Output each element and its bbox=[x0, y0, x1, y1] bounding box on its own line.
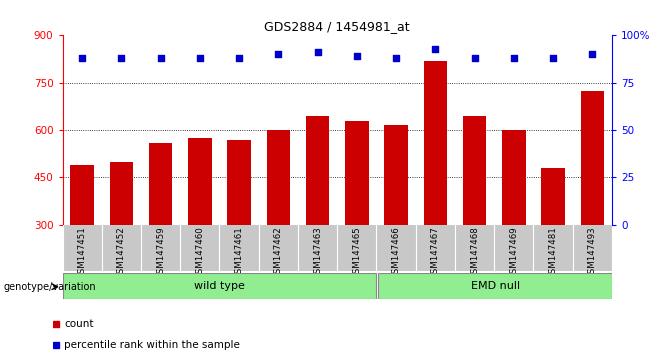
Text: GSM147459: GSM147459 bbox=[156, 226, 165, 279]
Text: wild type: wild type bbox=[194, 281, 245, 291]
Point bbox=[548, 55, 559, 61]
Point bbox=[77, 55, 88, 61]
Point bbox=[430, 46, 441, 51]
Point bbox=[116, 55, 126, 61]
Text: GSM147467: GSM147467 bbox=[431, 226, 440, 279]
Point bbox=[273, 51, 284, 57]
Text: percentile rank within the sample: percentile rank within the sample bbox=[64, 340, 240, 350]
Point bbox=[313, 50, 323, 55]
Bar bbox=[502, 130, 526, 225]
Point bbox=[469, 55, 480, 61]
Bar bbox=[384, 125, 408, 225]
Bar bbox=[580, 91, 604, 225]
Text: GSM147469: GSM147469 bbox=[509, 226, 519, 279]
Bar bbox=[306, 116, 330, 225]
Point bbox=[391, 55, 401, 61]
Bar bbox=[463, 116, 486, 225]
Text: GSM147466: GSM147466 bbox=[392, 226, 401, 279]
Text: GSM147461: GSM147461 bbox=[235, 226, 243, 279]
Bar bbox=[378, 273, 612, 299]
Bar bbox=[228, 139, 251, 225]
Point bbox=[234, 55, 244, 61]
Point bbox=[509, 55, 519, 61]
Bar bbox=[188, 138, 212, 225]
Text: GSM147460: GSM147460 bbox=[195, 226, 205, 279]
Bar bbox=[424, 61, 447, 225]
Text: GSM147465: GSM147465 bbox=[352, 226, 361, 279]
Text: GSM147481: GSM147481 bbox=[549, 226, 557, 279]
Bar bbox=[345, 121, 368, 225]
Point bbox=[587, 51, 597, 57]
Text: GSM147451: GSM147451 bbox=[78, 226, 87, 279]
Text: EMD null: EMD null bbox=[470, 281, 520, 291]
Bar bbox=[149, 143, 172, 225]
Point bbox=[195, 55, 205, 61]
Text: GSM147468: GSM147468 bbox=[470, 226, 479, 279]
Bar bbox=[70, 165, 94, 225]
Point bbox=[351, 53, 362, 59]
Text: count: count bbox=[64, 319, 93, 329]
Text: GSM147493: GSM147493 bbox=[588, 226, 597, 279]
Bar bbox=[542, 168, 565, 225]
Text: genotype/variation: genotype/variation bbox=[3, 282, 96, 292]
Text: GSM147462: GSM147462 bbox=[274, 226, 283, 279]
Title: GDS2884 / 1454981_at: GDS2884 / 1454981_at bbox=[265, 20, 410, 33]
Bar bbox=[110, 162, 133, 225]
Point bbox=[155, 55, 166, 61]
Bar bbox=[266, 130, 290, 225]
Text: GSM147452: GSM147452 bbox=[117, 226, 126, 279]
Bar bbox=[63, 273, 376, 299]
Text: GSM147463: GSM147463 bbox=[313, 226, 322, 279]
